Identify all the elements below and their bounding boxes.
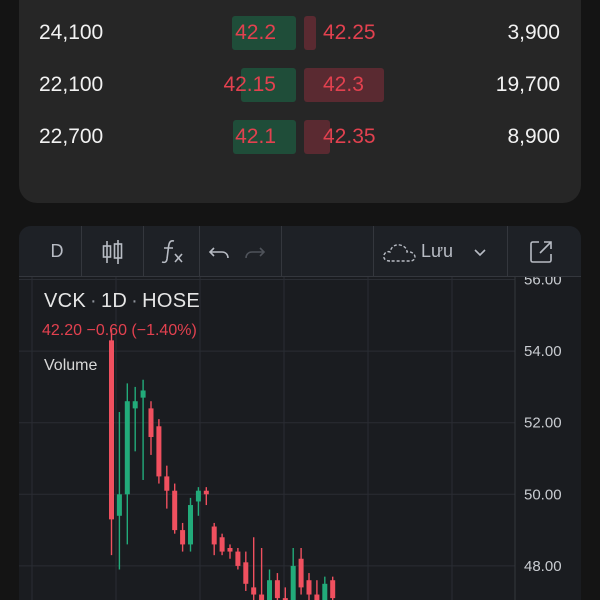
chart-toolbar: D (19, 226, 581, 277)
candle-body (180, 530, 186, 545)
candle-body (330, 580, 336, 599)
candle-body (203, 490, 209, 495)
ask-price[interactable]: 42.3 (323, 73, 364, 96)
ask-depth-bar (304, 120, 330, 154)
price-tick-label: 56.00 (524, 277, 562, 289)
order-book-card (19, 0, 581, 203)
symbol-name: VCK (44, 290, 87, 312)
candle-body (156, 426, 162, 477)
bid-price[interactable]: 42.15 (223, 73, 276, 96)
candlestick-icon[interactable] (89, 226, 137, 276)
candle-body (188, 505, 193, 545)
bid-depth-bar (233, 120, 296, 154)
candle-body (219, 537, 225, 552)
candle-body (274, 580, 280, 599)
candle-body (109, 340, 114, 520)
candle-body (298, 558, 304, 588)
candle-body (290, 565, 296, 600)
candle-body (148, 408, 154, 438)
bid-price[interactable]: 42.2 (235, 21, 276, 44)
candle-body (314, 594, 320, 600)
candle-body (306, 580, 312, 595)
candle-body (211, 526, 217, 545)
price-tick-label: 50.00 (524, 486, 562, 503)
redo-icon[interactable] (237, 226, 273, 276)
ask-depth-bar (304, 16, 316, 50)
share-icon[interactable] (519, 226, 563, 276)
fx-icon[interactable] (149, 226, 197, 276)
candlestick-chart[interactable]: 56.00 54.00 52.00 50.00 48.00 (19, 272, 581, 600)
ask-volume: 19,700 (495, 73, 560, 96)
candle-body (251, 587, 257, 595)
interval-name: 1D (101, 290, 128, 312)
bid-depth-bar (232, 16, 296, 50)
bid-volume: 22,700 (39, 125, 104, 148)
order-book-row[interactable]: 24,100 42.2 42.25 3,900 (0, 13, 600, 53)
chart-plot-area[interactable]: 56.00 54.00 52.00 50.00 48.00 (19, 272, 581, 600)
bid-price[interactable]: 42.1 (235, 125, 276, 148)
bid-volume: 22,100 (39, 73, 104, 96)
order-book-row[interactable]: 22,700 42.1 42.35 8,900 (0, 117, 600, 157)
candle-body (132, 401, 138, 409)
chart-widget: D (19, 226, 581, 600)
candle-body (259, 594, 265, 600)
exchange-name: HOSE (142, 290, 201, 312)
candle-body (243, 562, 249, 584)
chevron-down-icon[interactable] (469, 226, 491, 276)
save-button[interactable]: Lưu (421, 241, 454, 261)
interval-button[interactable]: D (50, 241, 64, 261)
candle-body (322, 583, 328, 600)
ask-price[interactable]: 42.35 (323, 125, 376, 148)
ask-depth-bar (304, 68, 384, 102)
price-tick-label: 54.00 (524, 343, 562, 360)
candle-body (267, 580, 272, 600)
order-book-row[interactable]: 22,100 42.15 42.3 19,700 (0, 65, 600, 105)
candle-body (140, 390, 146, 398)
candle-body (116, 494, 122, 516)
symbol-legend: VCK · 1D · HOSE (44, 290, 201, 312)
candle-body (227, 548, 233, 552)
ask-volume: 8,900 (507, 125, 560, 148)
candle-body (282, 598, 288, 600)
price-tick-label: 52.00 (524, 415, 562, 432)
candle-body (124, 401, 130, 495)
candle-body (164, 476, 170, 491)
candle-body (235, 551, 241, 566)
candle-body (172, 490, 178, 531)
price-tick-label: 48.00 (524, 558, 562, 575)
undo-icon[interactable] (201, 226, 237, 276)
ask-price[interactable]: 42.25 (323, 21, 376, 44)
volume-legend: Volume (44, 357, 98, 374)
bid-depth-bar (241, 68, 296, 102)
cloud-icon (381, 226, 419, 276)
bid-volume: 24,100 (39, 21, 104, 44)
candle-body (195, 490, 201, 502)
ask-volume: 3,900 (507, 21, 560, 44)
price-change-legend: 42.20 −0.60 (−1.40%) (42, 322, 197, 339)
